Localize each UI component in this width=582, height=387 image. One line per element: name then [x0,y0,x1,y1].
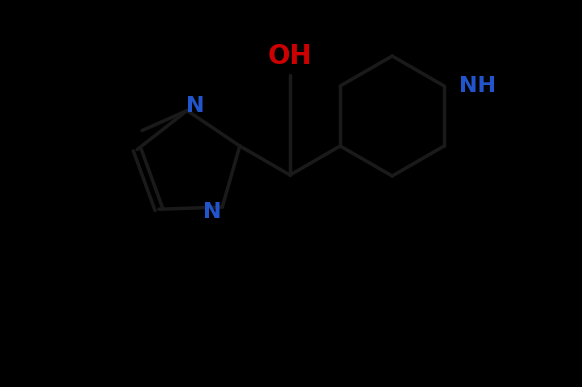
Text: N: N [203,202,222,222]
Text: NH: NH [459,76,496,96]
Text: N: N [186,96,204,115]
Text: OH: OH [268,44,313,70]
